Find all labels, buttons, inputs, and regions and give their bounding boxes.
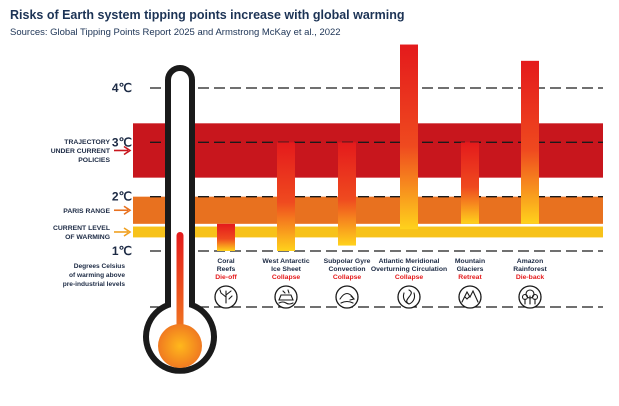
y-axis-label-line: pre-industrial levels [63, 281, 126, 288]
y-tick-label: 3℃ [112, 135, 132, 149]
y-axis-label-line: Degrees Celsius [74, 263, 126, 270]
category-label-line: Coral [217, 258, 234, 265]
category-label-line: Amazon [517, 258, 543, 265]
band-label-line: POLICIES [78, 157, 110, 164]
gyre-icon [335, 285, 359, 309]
thermometer-mercury [176, 231, 184, 335]
band-label-line: CURRENT LEVEL [53, 225, 110, 232]
ice-sheet-icon [274, 285, 298, 309]
bar-0 [217, 223, 235, 251]
band-label-line: PARIS RANGE [63, 208, 110, 215]
category-label-line: West Antarctic [262, 258, 309, 265]
bar-1 [277, 142, 295, 251]
band-arrow-head [123, 205, 132, 215]
bar-4 [461, 142, 479, 224]
y-tick-label: 2℃ [112, 190, 132, 204]
y-tick-label: 1℃ [112, 244, 132, 258]
band-arrow-head [123, 227, 132, 237]
y-axis-label-line: of warming above [69, 272, 125, 279]
category-label-line: Glaciers [457, 266, 484, 273]
band-label-line: TRAJECTORY [64, 139, 110, 146]
thermometer-bulb [158, 324, 202, 368]
category-label-line: Ice Sheet [271, 266, 302, 273]
category-outcome-label: Retreat [458, 274, 482, 281]
glacier-icon [458, 285, 482, 309]
category-label-line: Convection [328, 266, 365, 273]
coral-icon [214, 285, 238, 309]
rainforest-icon [518, 285, 542, 309]
category-label-line: Overturning Circulation [371, 266, 447, 273]
chart-subtitle: Sources: Global Tipping Points Report 20… [10, 27, 341, 38]
category-outcome-label: Die-back [516, 274, 545, 281]
bar-3 [400, 44, 418, 230]
category-label-line: Atlantic Meridional [379, 258, 440, 265]
band-arrow-head [123, 145, 132, 156]
amoc-icon [397, 285, 421, 309]
category-outcome-label: Collapse [333, 274, 362, 281]
bar-2 [338, 142, 356, 246]
bar-5 [521, 60, 539, 224]
warming-band-2 [133, 226, 603, 238]
category-label-line: Mountain [455, 258, 485, 265]
category-outcome-label: Collapse [272, 274, 301, 281]
category-label-line: Subpolar Gyre [324, 258, 371, 265]
category-outcome-label: Die-off [215, 274, 237, 281]
chart-title: Risks of Earth system tipping points inc… [10, 8, 405, 22]
category-label-line: Rainforest [513, 266, 547, 273]
thermometer-outline [143, 65, 217, 374]
category-outcome-label: Collapse [395, 274, 424, 281]
y-tick-label: 4℃ [112, 81, 132, 95]
category-label-line: Reefs [217, 266, 236, 273]
band-label-line: UNDER CURRENT [51, 148, 111, 155]
band-label-line: OF WARMING [65, 234, 110, 241]
